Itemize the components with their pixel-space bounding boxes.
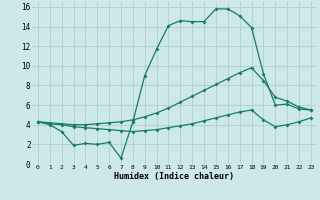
- X-axis label: Humidex (Indice chaleur): Humidex (Indice chaleur): [115, 172, 234, 181]
